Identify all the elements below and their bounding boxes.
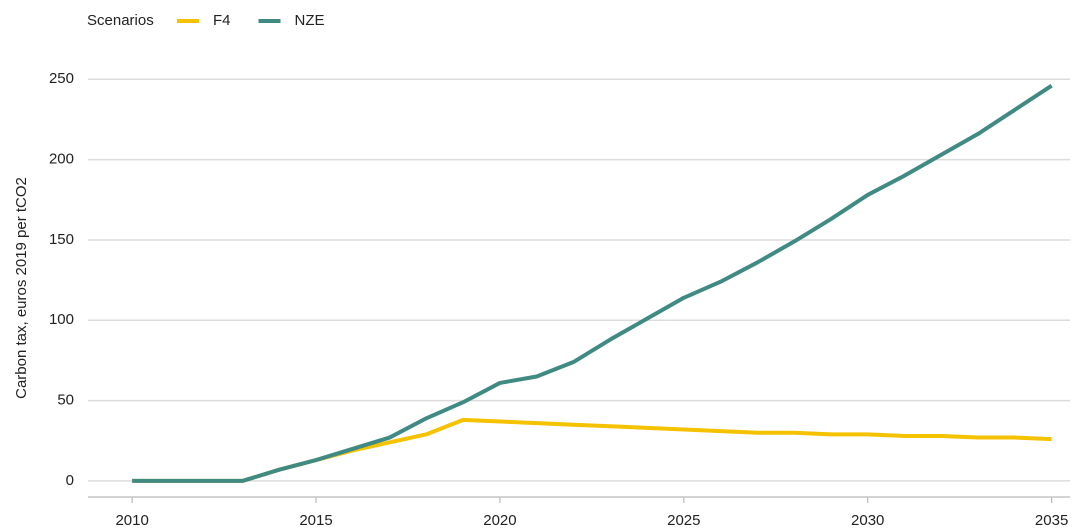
x-tick-label: 2035 xyxy=(1035,512,1068,529)
legend-label: NZE xyxy=(295,12,325,29)
y-tick-label: 0 xyxy=(66,472,74,489)
x-tick-label: 2015 xyxy=(299,512,332,529)
legend-label: F4 xyxy=(213,12,231,29)
y-tick-label: 50 xyxy=(57,392,74,409)
x-tick-label: 2025 xyxy=(667,512,700,529)
line xyxy=(132,84,1053,483)
y-axis-label: Carbon tax, euros 2019 per tCO2 xyxy=(13,177,30,399)
x-tick-label: 2030 xyxy=(851,512,884,529)
y-tick-label: 150 xyxy=(49,231,74,248)
y-tick-label: 250 xyxy=(49,70,74,87)
x-tick-label: 2020 xyxy=(483,512,516,529)
x-tick-label: 2010 xyxy=(115,512,148,529)
y-tick-label: 200 xyxy=(49,151,74,168)
y-tick-label: 100 xyxy=(49,311,74,328)
legend-title: Scenarios xyxy=(87,12,154,29)
